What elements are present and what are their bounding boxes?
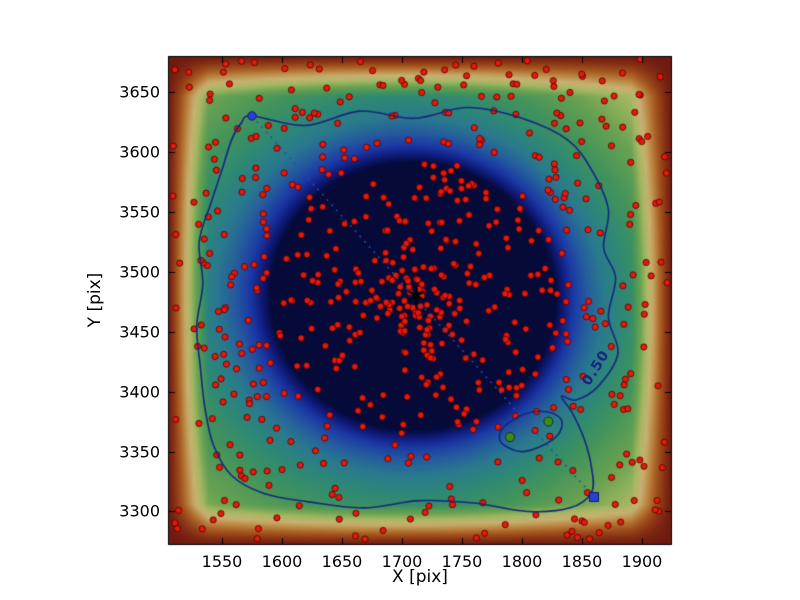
y-tick-label: 3550 <box>119 202 160 222</box>
y-tick-label: 3300 <box>119 501 160 521</box>
y-tick-label: 3400 <box>119 382 160 402</box>
x-tick-label: 1850 <box>561 552 603 571</box>
y-axis-label: Y [pix] <box>85 272 105 328</box>
x-tick-label: 1650 <box>321 552 363 571</box>
x-tick-label: 1750 <box>441 552 483 571</box>
y-tick-label: 3350 <box>119 442 160 461</box>
x-tick-label: 1550 <box>201 552 243 571</box>
y-tick-label: 3500 <box>119 262 160 282</box>
x-tick-label: 1700 <box>381 552 423 571</box>
x-axis-label: X [pix] <box>392 567 448 587</box>
x-tick-label: 1600 <box>261 552 303 571</box>
y-tick-label: 3600 <box>119 142 160 162</box>
x-tick-label: 1800 <box>501 552 543 571</box>
y-tick-label: 3450 <box>119 322 160 342</box>
y-tick-label: 3650 <box>119 82 160 102</box>
x-tick-label: 1900 <box>621 552 663 571</box>
